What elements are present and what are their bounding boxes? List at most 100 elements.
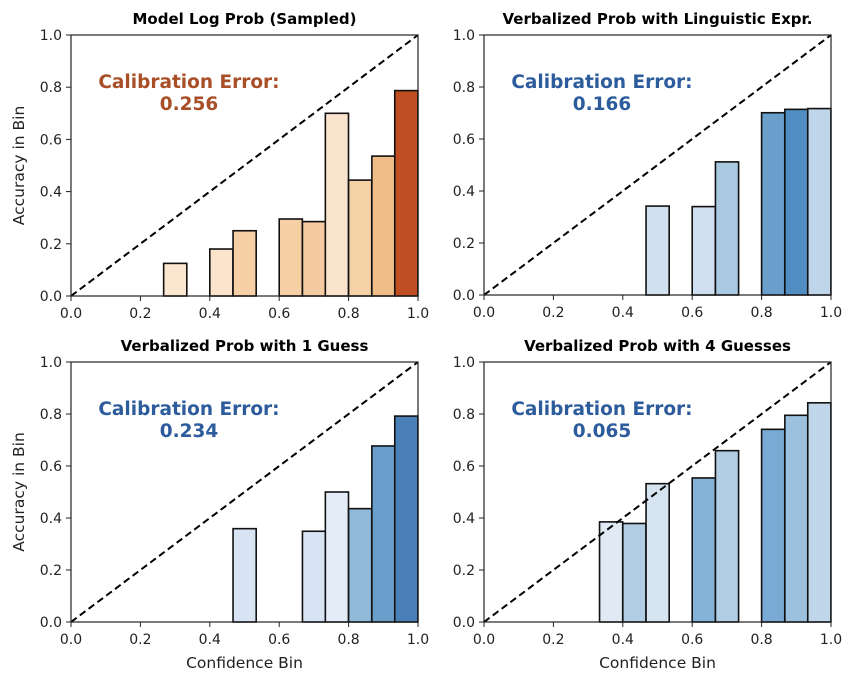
x-tick-label: 0.4	[199, 632, 221, 648]
bar	[621, 522, 647, 623]
axes-frame	[483, 34, 832, 296]
bar	[714, 449, 740, 623]
x-tick-label: 0.4	[199, 306, 221, 322]
x-tick-label: 0.2	[129, 632, 151, 648]
bar	[347, 507, 373, 623]
x-tick-label: 0.4	[612, 632, 634, 648]
subplot-1: 0.0 0.2 0.4 0.6 0.8 1.0 0.0 0.2 0.4 0.6 0.8 1.0 Mode…	[10, 10, 429, 322]
y-tick-label: 1.0	[453, 355, 475, 371]
x-tick-label: 0.6	[681, 632, 703, 648]
bar	[371, 155, 396, 297]
bar	[162, 262, 188, 297]
perfect-calibration-line	[483, 361, 832, 623]
calibration-error-value: 0.234	[160, 421, 219, 442]
bar	[598, 521, 624, 623]
bar	[232, 229, 257, 297]
y-axis-label: Accuracy in Bin	[10, 106, 28, 226]
x-tick-label: 0.0	[60, 632, 82, 648]
axes-frame	[483, 361, 832, 623]
x-axis-label: Confidence Bin	[186, 654, 303, 672]
bar	[393, 89, 419, 297]
bar	[645, 482, 670, 623]
y-tick-label: 0.4	[40, 185, 62, 201]
x-tick-label: 0.4	[612, 305, 634, 321]
perfect-calibration-line	[70, 361, 419, 623]
x-tick-label: 0.6	[268, 306, 290, 322]
y-tick-label: 0.8	[40, 80, 62, 96]
y-tick-label: 0.4	[453, 184, 475, 200]
bar	[645, 205, 670, 296]
x-tick-label: 1.0	[407, 632, 429, 648]
axes-frame	[70, 361, 419, 623]
calibration-error-label: Calibration Error:	[511, 399, 692, 420]
bar	[209, 248, 234, 297]
bar	[760, 428, 786, 623]
x-tick-label: 0.6	[681, 305, 703, 321]
x-tick-label: 0.8	[337, 306, 359, 322]
y-tick-label: 0.6	[40, 459, 62, 475]
x-tick-label: 0.8	[750, 632, 772, 648]
y-tick-label: 0.6	[453, 459, 475, 475]
calibration-error-value: 0.065	[573, 421, 632, 442]
y-tick-label: 0.6	[453, 132, 475, 148]
y-tick-label: 0.2	[40, 237, 62, 253]
bar	[691, 477, 717, 623]
x-tick-label: 1.0	[407, 306, 429, 322]
x-tick-label: 0.2	[542, 305, 564, 321]
x-tick-label: 0.8	[337, 632, 359, 648]
y-tick-label: 0.0	[453, 288, 475, 304]
y-axis-label: Accuracy in Bin	[10, 432, 28, 552]
x-tick-label: 1.0	[820, 632, 842, 648]
subplot-3: 0.0 0.2 0.4 0.6 0.8 1.0 0.0 0.2 0.4 0.6 0.8 1.0 Verb…	[10, 337, 429, 672]
bar	[278, 218, 304, 297]
y-tick-label: 0.4	[453, 511, 475, 527]
y-tick-label: 1.0	[40, 355, 62, 371]
y-tick-label: 0.8	[453, 407, 475, 423]
y-tick-label: 0.8	[40, 407, 62, 423]
bar	[806, 107, 832, 296]
bar	[347, 179, 373, 297]
y-tick-label: 0.8	[453, 80, 475, 96]
y-tick-label: 0.6	[40, 132, 62, 148]
axes-frame	[70, 34, 419, 297]
x-tick-label: 0.2	[129, 306, 151, 322]
x-axis-label: Confidence Bin	[599, 654, 716, 672]
bar	[371, 445, 396, 623]
x-tick-label: 0.0	[473, 305, 495, 321]
bar	[691, 205, 717, 296]
subplot-title: Model Log Prob (Sampled)	[132, 10, 356, 28]
bar	[714, 161, 740, 296]
x-tick-label: 0.0	[60, 306, 82, 322]
bar	[232, 527, 257, 623]
y-tick-label: 1.0	[453, 28, 475, 44]
calibration-error-label: Calibration Error:	[511, 72, 692, 93]
subplot-title: Verbalized Prob with Linguistic Expr.	[503, 10, 813, 28]
bar	[393, 415, 419, 623]
subplot-4: 0.0 0.2 0.4 0.6 0.8 1.0 0.0 0.2 0.4 0.6 0.8 1.0 Verb…	[453, 337, 842, 672]
subplot-title: Verbalized Prob with 4 Guesses	[524, 337, 791, 355]
bar	[784, 108, 809, 296]
y-tick-label: 1.0	[40, 28, 62, 44]
x-tick-label: 0.2	[542, 632, 564, 648]
calibration-error-label: Calibration Error:	[98, 399, 279, 420]
bar	[301, 220, 327, 297]
y-tick-label: 0.2	[453, 236, 475, 252]
subplot-2: 0.0 0.2 0.4 0.6 0.8 1.0 0.0 0.2 0.4 0.6 0.8 1.0 Verb…	[453, 10, 842, 321]
y-tick-label: 0.4	[40, 511, 62, 527]
calibration-error-value: 0.256	[160, 94, 219, 115]
bar	[324, 112, 350, 297]
perfect-calibration-line	[70, 34, 419, 297]
x-tick-label: 1.0	[820, 305, 842, 321]
bar	[760, 111, 786, 296]
subplot-title: Verbalized Prob with 1 Guess	[121, 337, 369, 355]
bar	[301, 530, 327, 623]
y-tick-label: 0.0	[453, 615, 475, 631]
bar	[784, 414, 809, 623]
bar	[806, 402, 832, 623]
perfect-calibration-line	[483, 34, 832, 296]
x-tick-label: 0.0	[473, 632, 495, 648]
x-tick-label: 0.6	[268, 632, 290, 648]
y-tick-label: 0.2	[40, 563, 62, 579]
bar	[324, 491, 350, 623]
